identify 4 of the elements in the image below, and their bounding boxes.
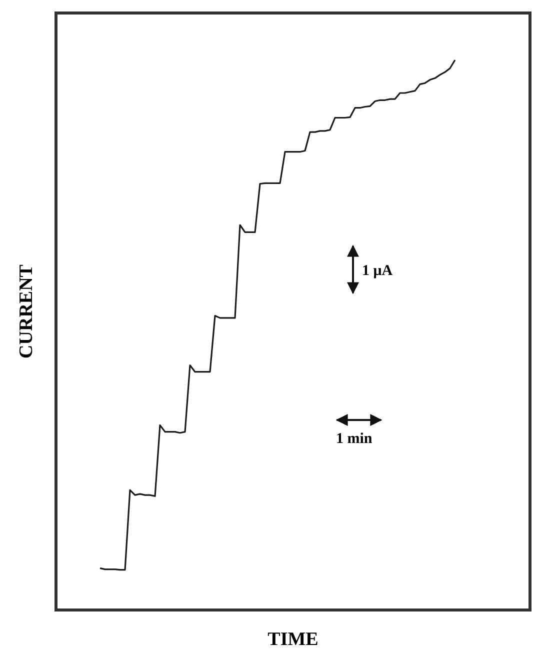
annotation: 1 min: [336, 431, 373, 447]
y-axis-title: CURRENT: [16, 264, 37, 358]
annotation: 1 μA: [362, 263, 393, 279]
x-axis-title: TIME: [268, 629, 318, 650]
